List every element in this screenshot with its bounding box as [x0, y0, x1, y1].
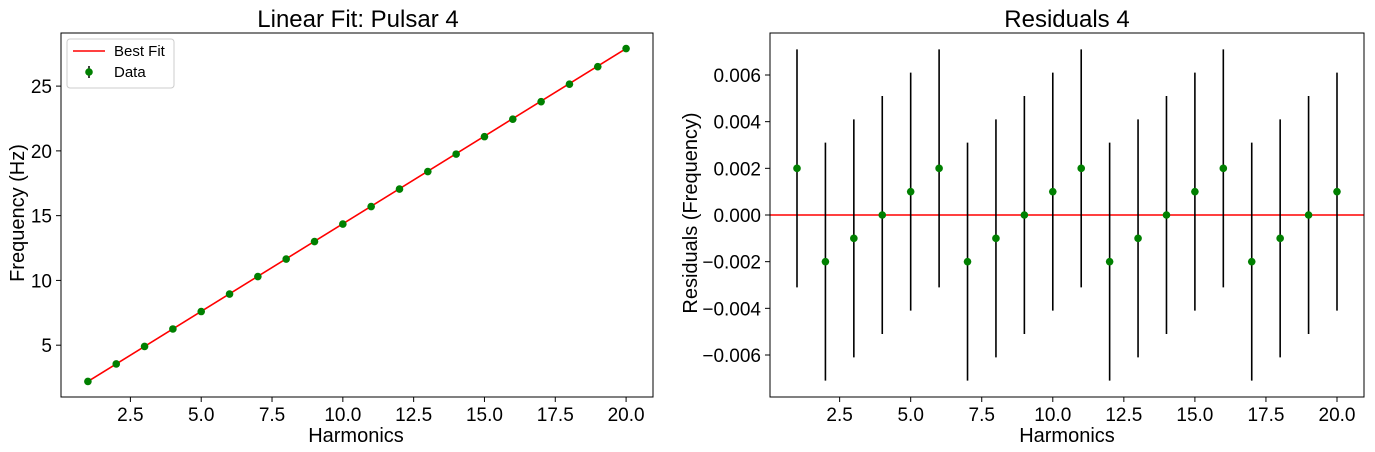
data-point	[424, 167, 432, 176]
x-tick-label: 12.5	[395, 405, 432, 426]
data-point	[339, 220, 347, 228]
data-point	[622, 44, 630, 53]
data-point	[508, 115, 517, 123]
plot-frame	[769, 32, 1365, 398]
data-point	[878, 211, 887, 219]
y-tick-label: 0.002	[713, 159, 761, 180]
y-axis-label: Frequency (Hz)	[7, 144, 29, 282]
y-tick-label: 10	[31, 271, 52, 292]
legend: Best Fit Data	[66, 38, 175, 89]
data-point	[169, 325, 177, 333]
chart-title: Linear Fit: Pulsar 4	[257, 6, 458, 33]
data-point	[1333, 187, 1341, 196]
y-tick-label: 0.000	[713, 206, 761, 227]
legend-marker-swatch	[85, 68, 93, 76]
data-point	[793, 164, 801, 173]
data-point	[197, 307, 206, 316]
chart-title: Residuals 4	[1004, 6, 1129, 33]
data-point	[1134, 234, 1142, 243]
y-tick-label: −0.002	[702, 253, 761, 274]
x-tick-label: 5.0	[188, 405, 214, 426]
y-tick-label: 0.006	[713, 66, 761, 87]
x-tick-label: 7.5	[969, 405, 995, 426]
data-point	[1247, 257, 1256, 266]
data-point	[480, 132, 489, 141]
data-point	[1077, 164, 1086, 173]
linear-fit-chart: Linear Fit: Pulsar 4 Harmonics Frequency…	[7, 6, 654, 447]
legend-label-best-fit: Best Fit	[114, 43, 166, 60]
x-tick-label: 15.0	[466, 405, 503, 426]
data-point	[1276, 234, 1284, 243]
data-point	[310, 237, 319, 246]
data-point	[452, 150, 460, 158]
y-tick-label: 25	[31, 77, 52, 98]
data-point	[850, 234, 858, 243]
data-point	[1162, 211, 1171, 219]
x-axis-label: Harmonics	[308, 425, 404, 447]
x-tick-label: 17.5	[1247, 405, 1284, 426]
x-tick-label: 2.5	[117, 405, 143, 426]
data-point	[1304, 211, 1313, 219]
y-tick-label: −0.006	[702, 346, 761, 367]
data-point	[906, 187, 915, 196]
data-point	[593, 62, 602, 71]
data-point	[225, 290, 234, 298]
data-point	[140, 342, 149, 351]
data-point	[963, 257, 972, 266]
x-axis-label: Harmonics	[1019, 425, 1115, 447]
data-point	[537, 97, 545, 106]
data-point	[935, 164, 943, 173]
data-point	[84, 377, 92, 386]
data-point	[1048, 187, 1057, 196]
x-tick-label: 17.5	[537, 405, 574, 426]
data-point	[1191, 187, 1199, 196]
data-point	[112, 360, 121, 368]
y-tick-label: 5	[41, 336, 52, 357]
data-point	[821, 257, 830, 266]
x-tick-label: 12.5	[1105, 405, 1142, 426]
x-tick-label: 2.5	[826, 405, 852, 426]
best-fit-line	[87, 47, 627, 383]
data-point	[282, 255, 290, 263]
plot-area: 2.5 5.0 7.5 10.0 12.5 15.0 17.5 20.0 5 10 15 20 25	[31, 44, 645, 426]
plot-frame	[60, 32, 654, 398]
residuals-chart: Residuals 4 Harmonics Residuals (Frequen…	[680, 6, 1365, 447]
data-point	[1105, 257, 1114, 266]
y-tick-label: 20	[31, 142, 52, 163]
x-tick-label: 20.0	[1319, 405, 1356, 426]
data-point	[1219, 164, 1228, 173]
legend-label-data: Data	[114, 64, 146, 81]
y-tick-label: 15	[31, 207, 52, 228]
data-point	[367, 202, 375, 211]
data-point	[395, 185, 404, 193]
data-point	[992, 234, 1000, 243]
x-tick-label: 10.0	[324, 405, 361, 426]
y-tick-label: −0.004	[702, 299, 761, 320]
x-tick-label: 5.0	[897, 405, 923, 426]
x-tick-label: 7.5	[259, 405, 285, 426]
data-point	[254, 272, 262, 281]
data-point	[565, 80, 574, 88]
x-tick-label: 15.0	[1176, 405, 1213, 426]
y-axis-label: Residuals (Frequency)	[680, 112, 702, 313]
data-point	[1020, 211, 1029, 219]
x-tick-label: 10.0	[1034, 405, 1071, 426]
plot-area: 2.5 5.0 7.5 10.0 12.5 15.0 17.5 20.0 −0.006 −0.00…	[702, 49, 1364, 426]
y-tick-label: 0.004	[713, 113, 761, 134]
x-tick-label: 20.0	[608, 405, 645, 426]
